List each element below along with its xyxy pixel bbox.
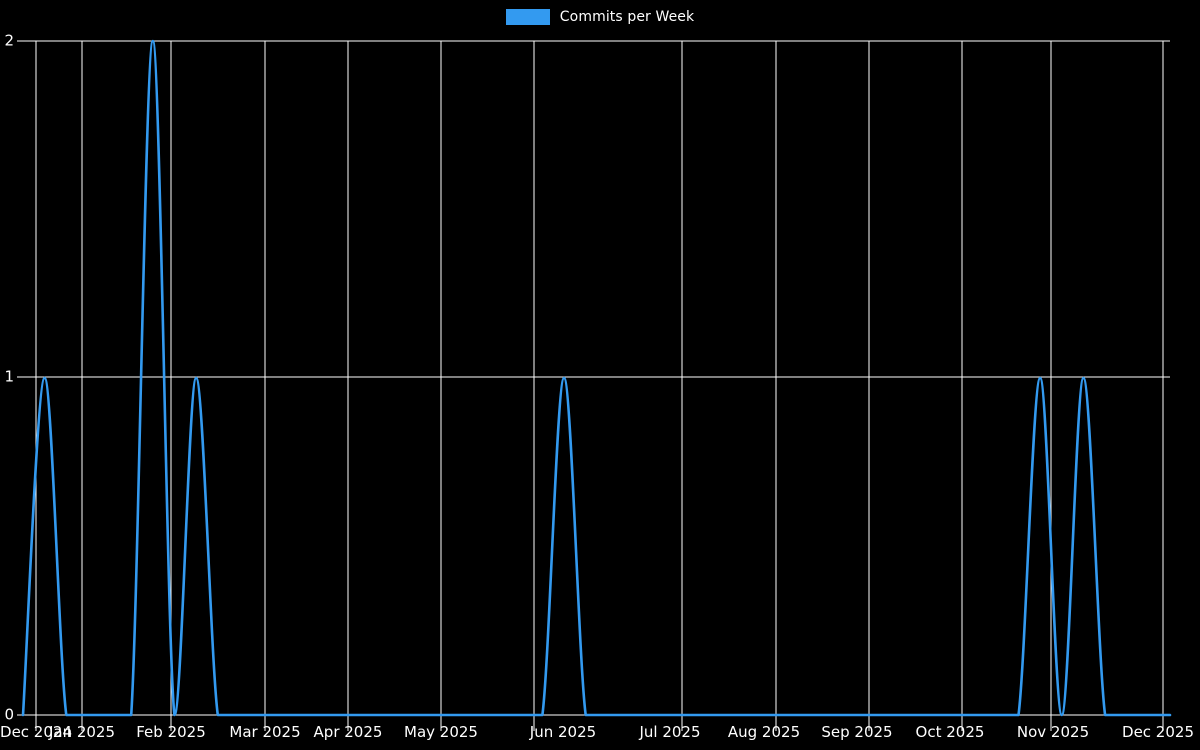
x-tick-label-feb-2025: Feb 2025: [136, 723, 206, 741]
y-gridlines: [23, 40, 1170, 378]
x-gridlines: [35, 41, 1164, 731]
x-tick-label-jun-2025: Jun 2025: [529, 723, 596, 741]
x-tick-label-jan-2025: Jan 2025: [48, 723, 115, 741]
y-tick-label-0: 0: [4, 706, 14, 724]
x-tick-label-nov-2025: Nov 2025: [1017, 723, 1089, 741]
legend-label-commits: Commits per Week: [559, 9, 695, 25]
x-tick-label-dec-2024: Dec 2024: [0, 723, 72, 741]
x-tick-labels: Dec 2024 Jan 2025 Feb 2025 Mar 2025 Apr …: [0, 723, 1194, 741]
y-tickmarks: [17, 40, 26, 716]
x-tick-label-jul-2025: Jul 2025: [638, 723, 700, 741]
x-tick-label-dec-2025: Dec 2025: [1122, 723, 1194, 741]
chart-legend: Commits per Week: [0, 6, 1200, 28]
series-line-commits-per-week: [21, 39, 1172, 717]
y-tick-label-1: 1: [4, 368, 14, 386]
x-tick-label-sep-2025: Sep 2025: [821, 723, 892, 741]
x-tick-label-may-2025: May 2025: [404, 723, 478, 741]
x-tick-label-aug-2025: Aug 2025: [728, 723, 800, 741]
y-tick-label-2: 2: [4, 32, 14, 50]
x-tick-label-oct-2025: Oct 2025: [916, 723, 985, 741]
legend-swatch-commits: [505, 9, 550, 25]
x-tick-label-mar-2025: Mar 2025: [229, 723, 300, 741]
x-tick-label-apr-2025: Apr 2025: [314, 723, 383, 741]
y-tick-labels: 2 1 0: [4, 32, 14, 724]
